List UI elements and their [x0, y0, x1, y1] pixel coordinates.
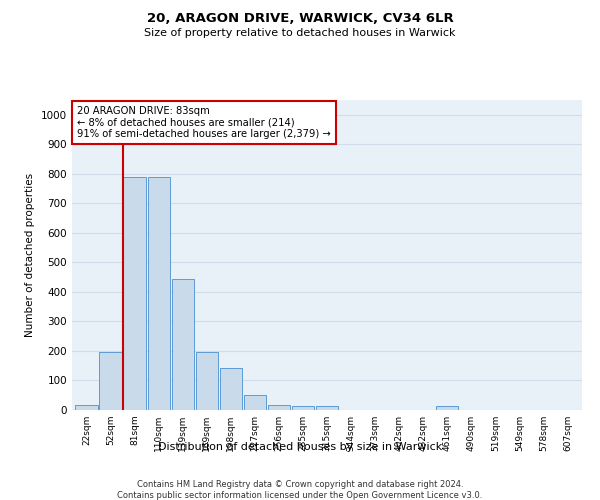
Text: Size of property relative to detached houses in Warwick: Size of property relative to detached ho…: [144, 28, 456, 38]
Bar: [100, 352, 122, 410]
Bar: [124, 177, 146, 410]
Bar: [76, 404, 98, 410]
Text: 20 ARAGON DRIVE: 83sqm
← 8% of detached houses are smaller (214)
91% of semi-det: 20 ARAGON DRIVE: 83sqm ← 8% of detached …: [77, 106, 331, 140]
Bar: [148, 177, 170, 410]
Bar: [436, 406, 458, 410]
Bar: [220, 368, 242, 410]
Bar: [316, 406, 338, 410]
Text: Distribution of detached houses by size in Warwick: Distribution of detached houses by size …: [158, 442, 442, 452]
Bar: [292, 406, 314, 410]
Text: Contains public sector information licensed under the Open Government Licence v3: Contains public sector information licen…: [118, 491, 482, 500]
Text: 20, ARAGON DRIVE, WARWICK, CV34 6LR: 20, ARAGON DRIVE, WARWICK, CV34 6LR: [146, 12, 454, 26]
Bar: [244, 395, 266, 410]
Bar: [172, 279, 194, 410]
Text: Contains HM Land Registry data © Crown copyright and database right 2024.: Contains HM Land Registry data © Crown c…: [137, 480, 463, 489]
Y-axis label: Number of detached properties: Number of detached properties: [25, 173, 35, 337]
Bar: [268, 404, 290, 410]
Bar: [196, 352, 218, 410]
